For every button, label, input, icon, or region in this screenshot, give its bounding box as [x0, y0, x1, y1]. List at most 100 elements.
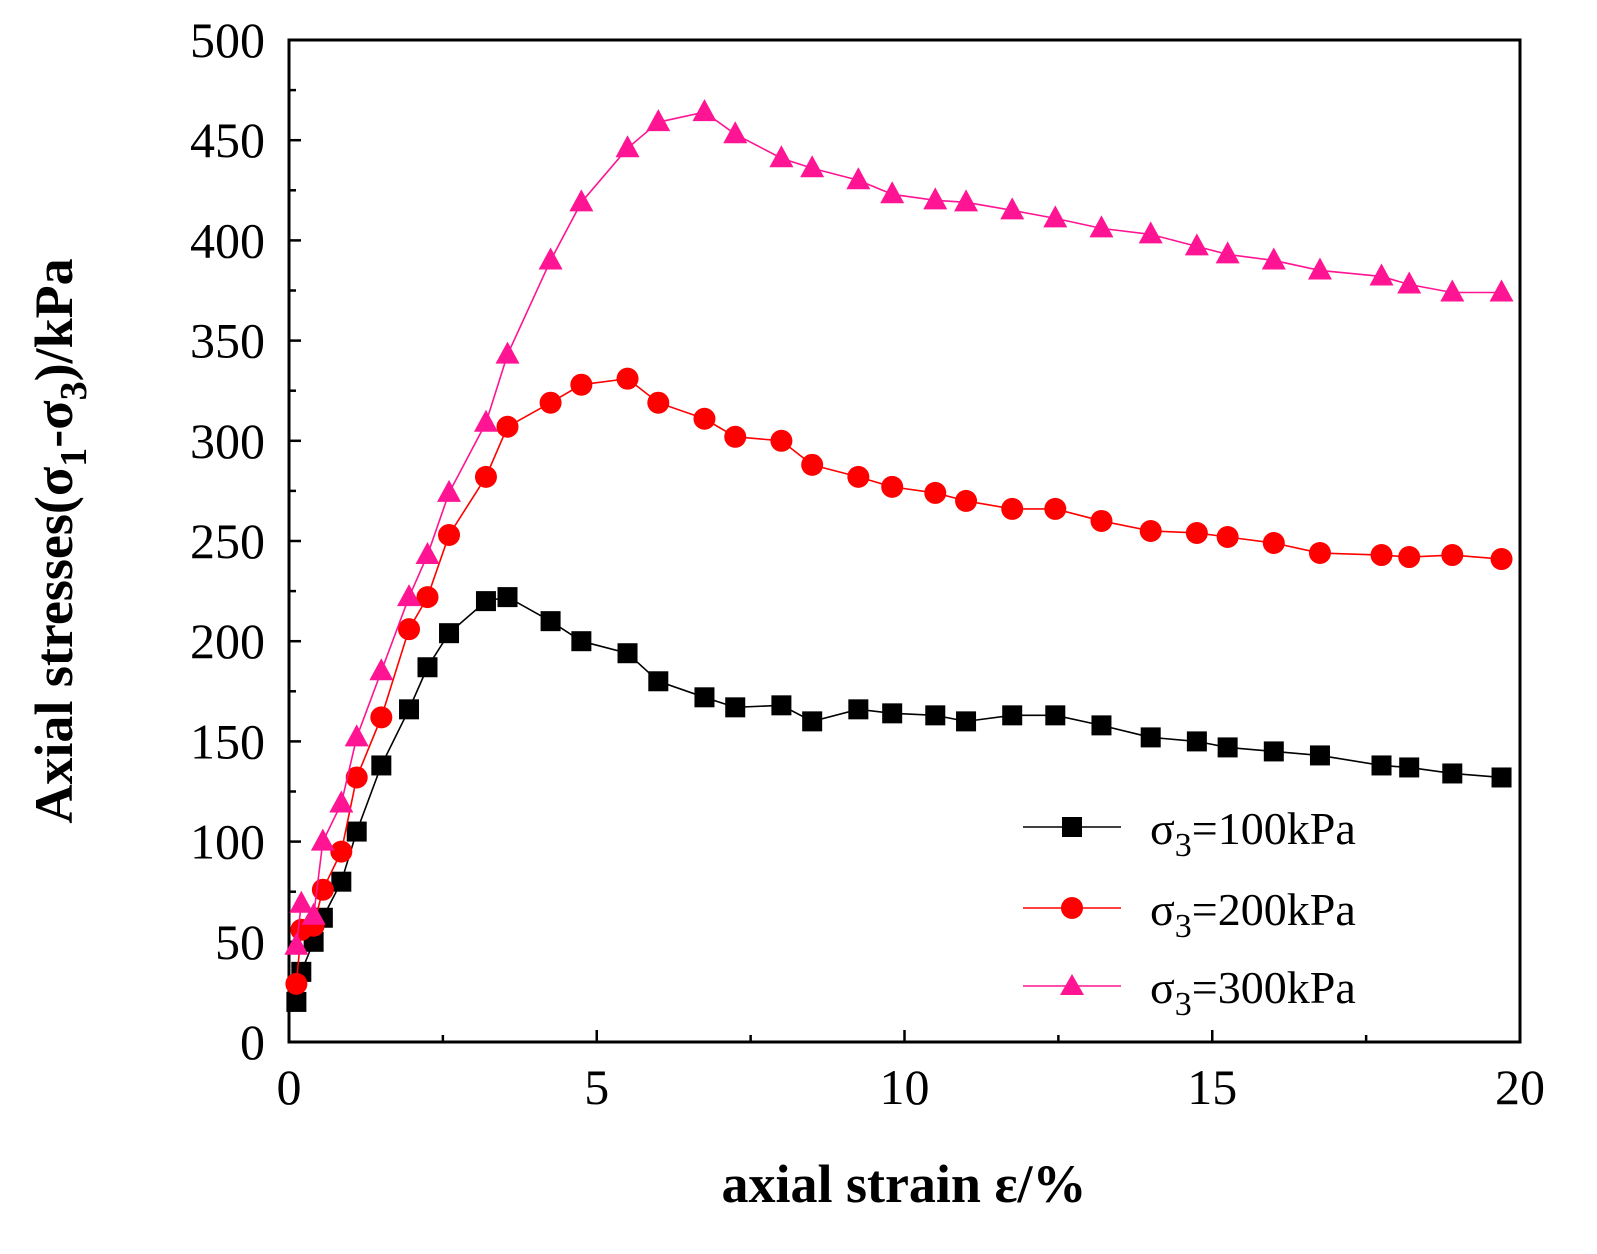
y-axis-title-post: )/kPa — [24, 258, 84, 381]
data-point-triangle — [615, 135, 640, 158]
data-point-circle — [693, 407, 716, 430]
legend-label-300-main: σ — [1150, 962, 1175, 1013]
legend-label-100: σ3=100kPa — [1150, 803, 1356, 864]
x-axis-title: axial strain ε/% — [721, 1154, 1086, 1214]
legend-label-200-rest: =200kPa — [1192, 884, 1356, 935]
data-point-triangle — [646, 109, 671, 132]
data-point-triangle — [1043, 205, 1068, 228]
legend-label-100-sub: 3 — [1175, 827, 1192, 864]
data-point-square — [848, 699, 869, 720]
data-point-triangle — [473, 409, 498, 432]
y-tick-label: 150 — [190, 713, 265, 769]
data-point-square — [439, 623, 460, 644]
data-point-triangle — [769, 145, 794, 168]
data-point-triangle — [344, 724, 369, 747]
data-point-square — [331, 871, 352, 892]
data-point-square — [694, 687, 715, 708]
data-point-triangle — [1397, 271, 1422, 294]
data-point-circle — [345, 766, 368, 789]
data-point-triangle — [329, 790, 354, 813]
data-point-square — [399, 699, 420, 720]
y-tick-label: 350 — [190, 313, 265, 369]
legend-entry-100: σ3=100kPa — [1023, 803, 1356, 864]
legend-label-200-main: σ — [1150, 884, 1175, 935]
data-point-triangle — [880, 181, 905, 204]
y-tick-label: 50 — [215, 914, 265, 970]
legend-label-100-rest: =100kPa — [1192, 803, 1356, 854]
legend-label-300: σ3=300kPa — [1150, 962, 1356, 1023]
y-tick-label: 100 — [190, 814, 265, 870]
data-point-triangle — [723, 121, 748, 144]
data-point-triangle — [569, 189, 594, 212]
data-point-triangle — [301, 902, 326, 925]
y-axis-title-mid: -σ — [24, 400, 84, 448]
data-point-triangle — [1307, 257, 1332, 280]
data-point-circle — [330, 840, 353, 863]
data-point-square — [571, 631, 592, 652]
data-point-circle — [1090, 509, 1113, 532]
data-point-triangle — [310, 828, 335, 851]
data-point-triangle — [397, 584, 422, 607]
data-point-circle — [1490, 548, 1513, 571]
data-point-triangle — [289, 890, 314, 913]
x-tick-label: 0 — [277, 1059, 302, 1115]
legend-label-300-rest: =300kPa — [1192, 962, 1356, 1013]
y-axis-title-sub3: 3 — [53, 381, 95, 400]
data-point-square — [1002, 705, 1023, 726]
series-layer — [284, 99, 1514, 1012]
data-point-circle — [924, 481, 947, 504]
data-point-circle — [496, 415, 519, 438]
legend: σ3=100kPa σ3=200kPa σ3=300kPa — [1023, 803, 1356, 1023]
data-point-square — [771, 695, 792, 716]
data-point-square — [475, 591, 496, 612]
data-point-circle — [616, 367, 639, 390]
legend-marker-circle — [1061, 897, 1083, 919]
data-point-circle — [1398, 546, 1421, 569]
x-tick-label: 20 — [1495, 1059, 1545, 1115]
series-line — [295, 596, 1502, 1003]
data-point-circle — [847, 465, 870, 488]
data-point-square — [1491, 767, 1512, 788]
data-point-square — [956, 711, 977, 732]
data-point-circle — [1044, 497, 1067, 520]
data-point-square — [1045, 705, 1066, 726]
data-point-square — [882, 703, 903, 724]
data-point-circle — [801, 453, 824, 476]
data-point-circle — [1216, 525, 1239, 548]
data-point-circle — [1441, 544, 1464, 567]
data-point-triangle — [1089, 215, 1114, 238]
data-point-circle — [1308, 542, 1331, 565]
x-tick-label: 10 — [880, 1059, 930, 1115]
data-point-circle — [474, 465, 497, 488]
data-point-square — [1186, 731, 1207, 752]
data-point-square — [802, 711, 823, 732]
series-line — [295, 111, 1502, 946]
data-point-circle — [539, 391, 562, 414]
data-point-circle — [398, 618, 421, 641]
legend-label-200: σ3=200kPa — [1150, 884, 1356, 945]
data-point-triangle — [1000, 197, 1025, 220]
data-point-triangle — [1184, 233, 1209, 256]
y-tick-label: 300 — [190, 413, 265, 469]
data-point-circle — [570, 373, 593, 396]
series-2 — [285, 367, 1513, 995]
data-point-circle — [416, 586, 439, 609]
data-point-square — [286, 991, 307, 1012]
data-point-square — [925, 705, 946, 726]
data-point-triangle — [1261, 247, 1286, 270]
data-point-circle — [438, 523, 461, 546]
data-point-triangle — [284, 932, 309, 955]
y-axis-title: Axial stresses(σ1-σ3)/kPa — [24, 258, 95, 823]
legend-label-300-sub: 3 — [1175, 986, 1192, 1023]
x-tick-label: 5 — [584, 1059, 609, 1115]
data-point-square — [1217, 737, 1238, 758]
data-point-square — [497, 587, 518, 608]
data-point-circle — [1139, 519, 1162, 542]
legend-label-100-main: σ — [1150, 803, 1175, 854]
data-point-circle — [370, 706, 393, 729]
data-point-triangle — [1440, 279, 1465, 302]
data-point-square — [1091, 715, 1112, 736]
legend-marker-square — [1062, 817, 1082, 837]
